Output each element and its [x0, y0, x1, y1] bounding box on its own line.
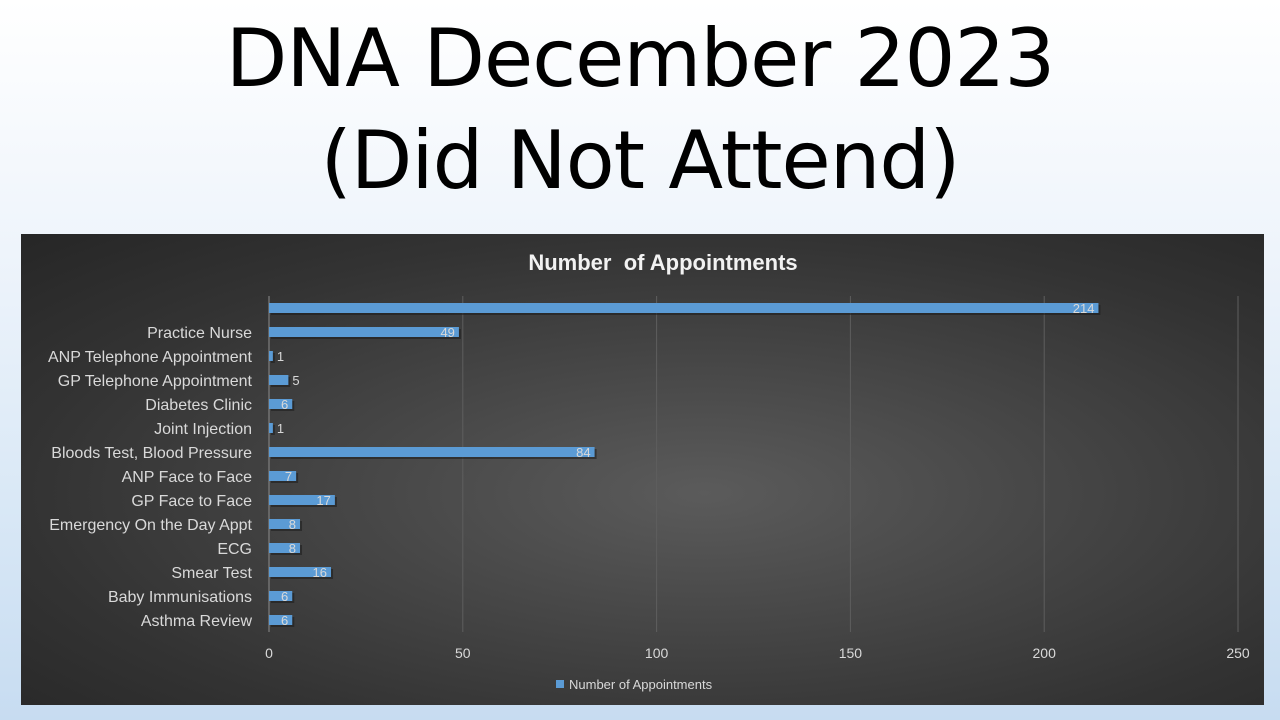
bar: [269, 543, 301, 553]
bar: [269, 327, 459, 337]
bar: [269, 399, 293, 409]
x-tick-label: 200: [1033, 645, 1057, 661]
category-label: Asthma Review: [141, 613, 253, 630]
category-label: ANP Telephone Appointment: [48, 349, 253, 366]
x-tick-label: 250: [1226, 645, 1250, 661]
x-tick-labels: 0 50 100 150 200 250: [265, 645, 1250, 661]
bar-chart: Number of Appointments 21449156184717881…: [48, 250, 1250, 692]
data-label: 7: [285, 469, 292, 484]
legend: Number of Appointments: [556, 677, 713, 692]
bar-shadow: [271, 353, 275, 363]
chart-title: Number of Appointments: [528, 250, 797, 275]
legend-label: Number of Appointments: [569, 677, 713, 692]
x-tick-label: 50: [455, 645, 471, 661]
data-label: 16: [313, 565, 327, 580]
gridlines: [462, 296, 1239, 632]
data-label: 1: [277, 349, 284, 364]
data-label: 6: [281, 397, 288, 412]
bar: [269, 351, 273, 361]
category-labels: Practice Nurse ANP Telephone Appointment G…: [48, 325, 253, 630]
bar: [269, 423, 273, 433]
category-label: ECG: [217, 541, 252, 558]
category-label: GP Telephone Appointment: [58, 373, 253, 390]
data-label: 1: [277, 421, 284, 436]
data-label: 6: [281, 613, 288, 628]
bar-shadow: [271, 425, 275, 435]
category-label: Emergency On the Day Appt: [49, 517, 252, 534]
data-label: 214: [1073, 301, 1095, 316]
bar: [269, 615, 293, 625]
slide-title: DNA December 2023 (Did Not Attend): [0, 8, 1280, 212]
data-label: 8: [289, 541, 296, 556]
bar: [269, 519, 301, 529]
data-label: 6: [281, 589, 288, 604]
bar: [269, 375, 289, 385]
bar: [269, 591, 293, 601]
bar: [269, 495, 335, 505]
category-label: Smear Test: [171, 565, 252, 582]
bar: [269, 471, 297, 481]
category-label: Diabetes Clinic: [145, 397, 252, 414]
bar: [269, 303, 1099, 313]
bars: [269, 303, 1101, 627]
bar: [269, 447, 595, 457]
data-label: 8: [289, 517, 296, 532]
data-label: 17: [316, 493, 330, 508]
x-tick-label: 150: [839, 645, 863, 661]
category-label: Baby Immunisations: [108, 589, 252, 606]
x-tick-label: 100: [645, 645, 669, 661]
category-label: ANP Face to Face: [122, 469, 253, 486]
category-label: Bloods Test, Blood Pressure: [51, 445, 252, 462]
data-label: 49: [440, 325, 454, 340]
category-label: GP Face to Face: [131, 493, 252, 510]
legend-swatch: [556, 680, 564, 688]
slide-title-line-2: (Did Not Attend): [320, 114, 961, 207]
category-label: Joint Injection: [154, 421, 252, 438]
slide-title-line-1: DNA December 2023: [225, 12, 1055, 105]
x-tick-label: 0: [265, 645, 273, 661]
data-label: 84: [576, 445, 590, 460]
data-label: 5: [292, 373, 299, 388]
category-label: Practice Nurse: [147, 325, 252, 342]
chart-panel: Number of Appointments 214 49 1 5 6 1 84 7 17 8 8 1…: [21, 234, 1264, 705]
bar: [269, 567, 332, 577]
